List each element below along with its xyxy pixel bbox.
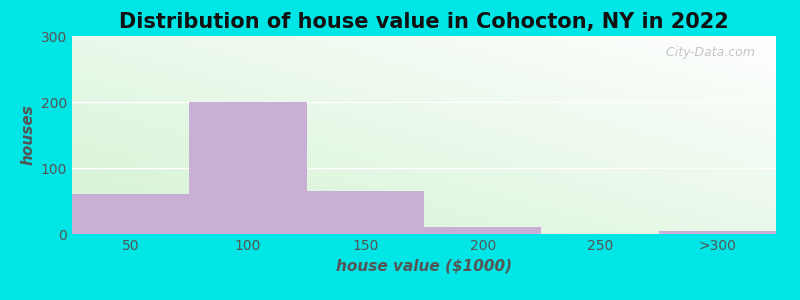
Bar <box>658 231 776 234</box>
Bar <box>72 194 190 234</box>
Bar <box>424 227 542 234</box>
Title: Distribution of house value in Cohocton, NY in 2022: Distribution of house value in Cohocton,… <box>119 12 729 32</box>
Bar <box>306 191 424 234</box>
Bar <box>190 102 306 234</box>
Text: City-Data.com: City-Data.com <box>658 46 755 59</box>
X-axis label: house value ($1000): house value ($1000) <box>336 258 512 273</box>
Y-axis label: houses: houses <box>20 105 35 165</box>
